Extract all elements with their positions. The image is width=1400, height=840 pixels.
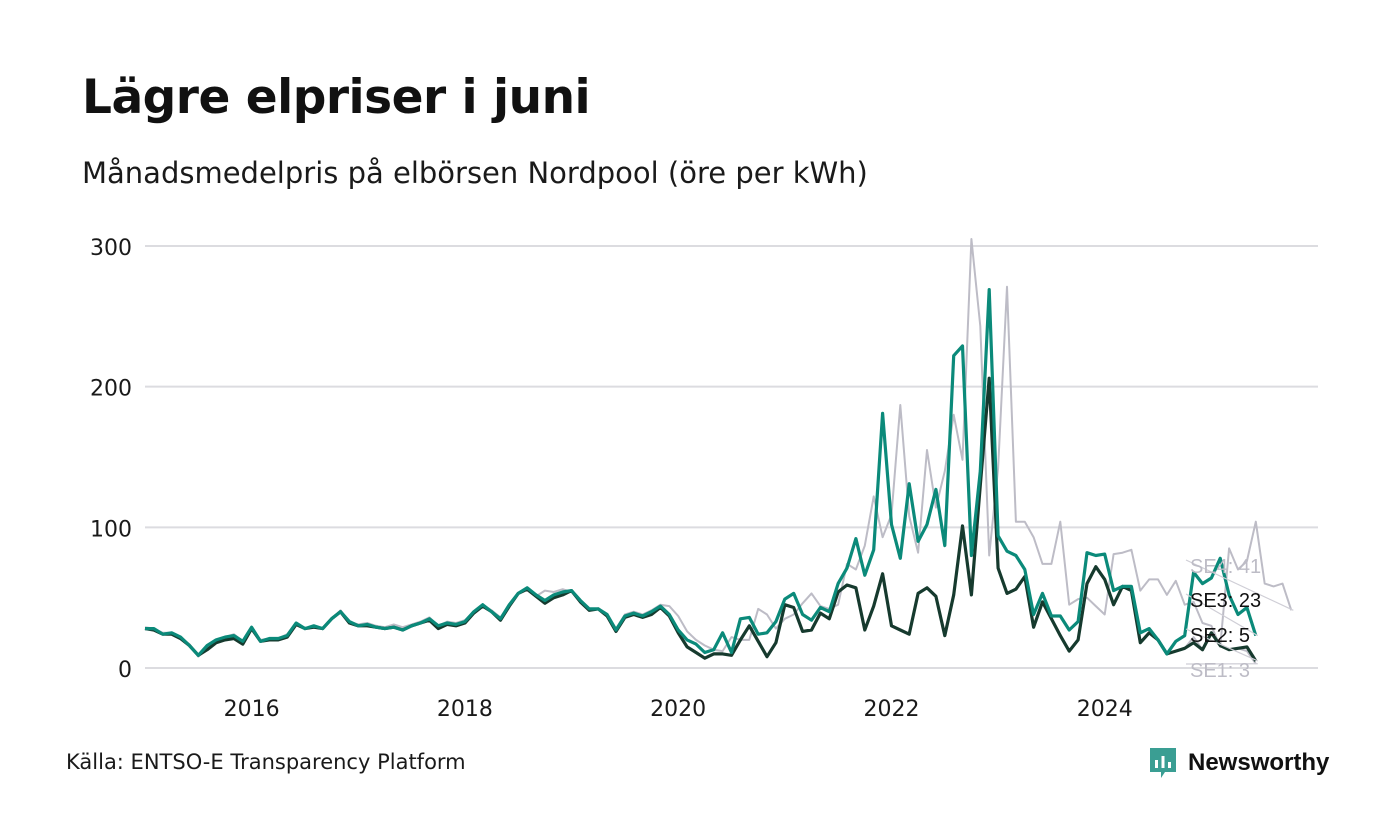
series-end-label-se2: SE2: 5 xyxy=(1190,625,1250,647)
source-note: Källa: ENTSO-E Transparency Platform xyxy=(66,750,466,774)
x-tick-label: 2020 xyxy=(650,697,706,722)
x-tick-label: 2022 xyxy=(863,697,919,722)
brand-logo: Newsworthy xyxy=(1148,743,1329,783)
y-axis-ticks: 0 100 200 300 xyxy=(90,236,132,683)
y-tick-label: 0 xyxy=(118,658,132,683)
series-lines xyxy=(144,238,1293,665)
chart-subtitle: Månadsmedelpris på elbörsen Nordpool (ör… xyxy=(82,156,868,190)
series-end-label-se3: SE3: 23 xyxy=(1190,590,1261,612)
x-tick-label: 2016 xyxy=(224,697,280,722)
x-tick-label: 2024 xyxy=(1077,697,1133,722)
y-tick-label: 300 xyxy=(90,236,132,261)
x-tick-label: 2018 xyxy=(437,697,493,722)
series-line-se1 xyxy=(144,377,1257,665)
series-line-se2 xyxy=(144,376,1258,662)
gridlines xyxy=(145,245,1318,669)
brand-name: Newsworthy xyxy=(1188,749,1330,776)
chart-title: Lägre elpriser i juni xyxy=(82,70,591,125)
y-tick-label: 200 xyxy=(90,377,132,402)
label-connector-se3 xyxy=(1185,593,1259,637)
series-end-label-se4: SE4: 41 xyxy=(1190,556,1261,578)
newsworthy-icon xyxy=(1150,748,1176,778)
x-axis-ticks: 2016 2018 2020 2022 2024 xyxy=(224,697,1133,722)
label-connector-se4 xyxy=(1185,559,1294,611)
series-end-labels: SE4: 41 SE3: 23 SE2: 5 SE1: 3 xyxy=(1185,556,1294,682)
series-line-se3 xyxy=(145,288,1258,657)
y-tick-label: 100 xyxy=(90,517,132,542)
series-end-label-se1: SE1: 3 xyxy=(1190,660,1250,682)
label-connector-se2 xyxy=(1185,628,1259,662)
